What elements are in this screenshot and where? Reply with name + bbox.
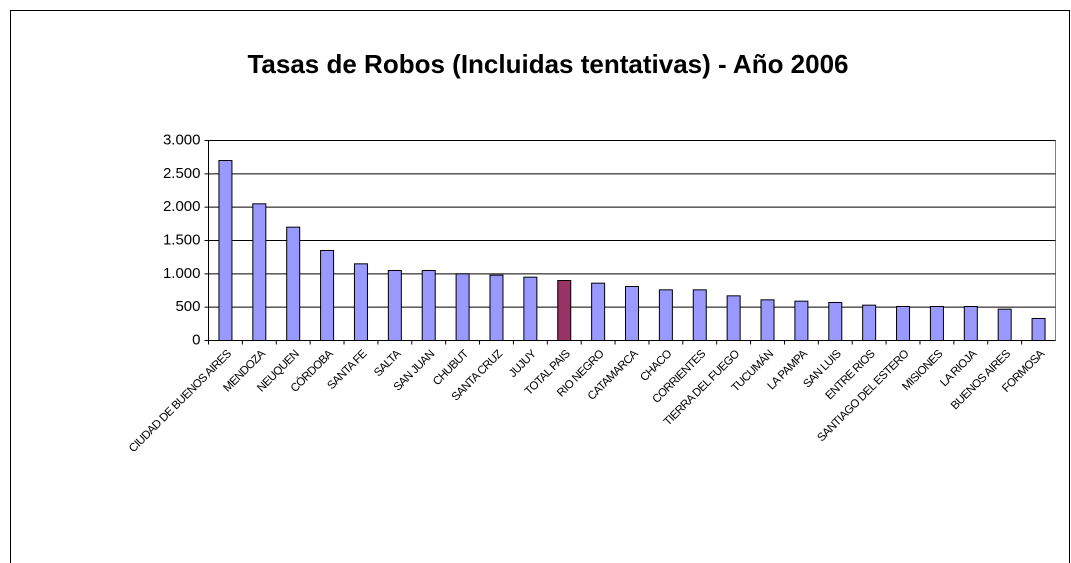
bar	[862, 304, 877, 341]
bar	[523, 276, 538, 341]
bar	[286, 226, 301, 342]
bar	[726, 295, 741, 342]
bar	[997, 308, 1012, 341]
y-tick-label: 2.000	[163, 198, 201, 215]
x-tick-label: CIUDAD DE BUENOS AIRES	[127, 348, 234, 455]
bar	[692, 289, 707, 342]
y-tick-label: 2.500	[163, 165, 201, 182]
y-tick-label: 3.000	[163, 131, 201, 148]
bar	[218, 160, 233, 341]
bar	[455, 273, 470, 342]
bar	[963, 306, 978, 341]
chart-title: Tasas de Robos (Incluidas tentativas) - …	[247, 49, 848, 79]
x-tick-label: SALTA	[372, 348, 404, 380]
bar	[625, 286, 639, 341]
y-tick-label: 0	[192, 331, 200, 348]
bar	[794, 300, 809, 341]
bar	[557, 280, 572, 341]
bar	[353, 263, 368, 342]
x-tick-label: JUJUY	[507, 348, 539, 380]
bar	[896, 306, 911, 341]
bar	[421, 270, 436, 341]
y-tick-label: 1.500	[163, 231, 201, 248]
y-tick-label: 500	[175, 298, 200, 315]
bar	[387, 270, 402, 341]
x-tick-label: BUENOS AIRES	[949, 348, 1014, 413]
bar	[760, 299, 775, 342]
bar	[489, 274, 504, 341]
bar	[828, 302, 843, 341]
y-tick-label: 1.000	[163, 265, 201, 282]
bar	[320, 250, 335, 341]
bar	[591, 282, 606, 341]
bar	[252, 203, 267, 341]
bar	[1031, 318, 1046, 341]
bar	[929, 306, 944, 341]
chart-frame	[10, 10, 1070, 563]
bar	[658, 289, 673, 342]
